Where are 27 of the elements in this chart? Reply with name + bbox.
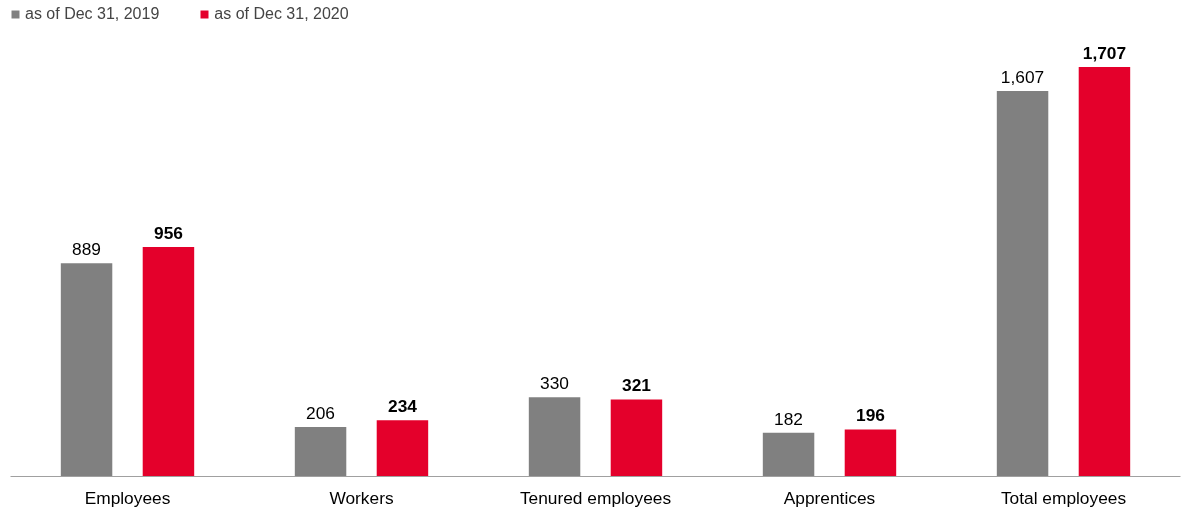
bar <box>142 247 195 477</box>
data-label: 1,707 <box>1082 42 1127 63</box>
x-tick-label: Tenured employees <box>519 487 672 508</box>
legend-label: as of Dec 31, 2019 <box>25 5 160 23</box>
data-label: 330 <box>540 373 570 394</box>
bar <box>1078 66 1131 477</box>
data-label: 206 <box>306 403 336 424</box>
bar <box>762 432 815 477</box>
bar <box>528 397 581 477</box>
bar <box>60 263 113 477</box>
x-tick-label: Apprentices <box>783 487 876 508</box>
x-tick-label: Workers <box>329 487 394 508</box>
data-label: 1,607 <box>1000 66 1045 87</box>
data-label: 321 <box>621 375 652 396</box>
data-label: 956 <box>153 223 184 244</box>
data-label: 889 <box>72 239 102 260</box>
data-label: 182 <box>774 408 804 429</box>
data-label: 234 <box>387 396 418 417</box>
bar <box>996 90 1049 477</box>
data-label: 196 <box>855 405 886 426</box>
bar <box>376 420 429 477</box>
legend-label: as of Dec 31, 2020 <box>214 5 349 23</box>
x-tick-label: Total employees <box>1000 487 1127 508</box>
bar <box>294 427 347 477</box>
x-tick-label: Employees <box>84 487 171 508</box>
bar <box>844 429 897 477</box>
bar <box>610 399 663 477</box>
